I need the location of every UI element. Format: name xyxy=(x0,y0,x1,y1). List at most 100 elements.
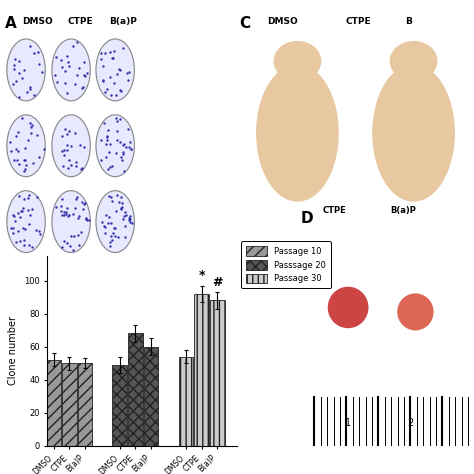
Point xyxy=(67,243,74,250)
Point xyxy=(83,217,91,224)
Point xyxy=(121,209,128,216)
Point xyxy=(27,129,35,137)
Point xyxy=(19,225,27,232)
Point xyxy=(61,79,68,87)
Point xyxy=(26,85,34,93)
Point xyxy=(61,67,69,75)
Polygon shape xyxy=(7,39,45,101)
Point xyxy=(28,243,36,251)
Polygon shape xyxy=(96,39,135,101)
Point xyxy=(124,77,132,84)
Point xyxy=(34,48,42,56)
Point xyxy=(100,119,108,127)
Point xyxy=(14,147,22,155)
Point xyxy=(101,229,109,237)
Point xyxy=(24,194,31,202)
Point xyxy=(114,234,121,241)
Point xyxy=(60,237,68,245)
Point xyxy=(23,88,31,96)
Point xyxy=(103,136,110,143)
Point xyxy=(26,83,33,91)
Text: D: D xyxy=(301,210,314,226)
Point xyxy=(32,226,40,234)
Point xyxy=(80,58,88,66)
Point xyxy=(76,141,84,148)
Point xyxy=(98,219,106,226)
Point xyxy=(9,225,17,232)
Point xyxy=(117,66,124,74)
Point xyxy=(128,219,136,227)
Point xyxy=(76,64,83,72)
Point xyxy=(21,225,28,233)
Point xyxy=(108,219,115,227)
Point xyxy=(64,146,71,154)
Point xyxy=(58,243,66,250)
Point xyxy=(117,138,124,146)
Point xyxy=(69,210,77,218)
Y-axis label: Clone number: Clone number xyxy=(9,316,18,385)
Point xyxy=(126,218,134,226)
Point xyxy=(52,71,59,79)
Text: 2: 2 xyxy=(407,418,413,428)
Bar xyxy=(210,301,225,446)
Point xyxy=(85,216,92,224)
Point xyxy=(20,167,28,174)
Point xyxy=(102,140,110,148)
Point xyxy=(68,161,75,169)
Point xyxy=(109,54,117,62)
Point xyxy=(108,54,116,62)
Point xyxy=(106,242,113,250)
Point xyxy=(125,143,133,151)
Point xyxy=(36,230,44,237)
Text: B(a)P: B(a)P xyxy=(109,17,137,26)
Point xyxy=(16,237,24,245)
Text: CTPE: CTPE xyxy=(345,17,371,26)
Point xyxy=(60,151,67,158)
Point xyxy=(17,208,25,215)
Point xyxy=(21,145,29,152)
Point xyxy=(71,80,79,87)
Point xyxy=(59,162,66,170)
Point xyxy=(80,83,87,91)
Point xyxy=(36,60,43,67)
Point xyxy=(103,133,111,140)
Point xyxy=(66,156,73,164)
Point xyxy=(12,145,20,153)
Point xyxy=(24,207,32,214)
Point xyxy=(6,139,14,146)
Text: CTPE: CTPE xyxy=(68,17,93,26)
Point xyxy=(64,59,72,66)
Point xyxy=(71,204,79,212)
Point xyxy=(72,195,80,202)
Point xyxy=(80,200,88,208)
Point xyxy=(30,159,37,166)
Point xyxy=(75,212,82,220)
Point xyxy=(124,126,132,133)
Point xyxy=(127,138,134,146)
Point xyxy=(15,209,22,217)
Point xyxy=(64,164,72,172)
Point xyxy=(101,223,109,231)
Point xyxy=(61,125,69,133)
Point xyxy=(78,164,86,172)
Polygon shape xyxy=(52,191,90,253)
Point xyxy=(112,232,119,240)
Point xyxy=(115,65,123,73)
Point xyxy=(77,228,84,236)
Point xyxy=(118,156,126,164)
Polygon shape xyxy=(52,115,90,177)
Point xyxy=(105,192,113,200)
Point xyxy=(103,85,110,93)
Point xyxy=(117,204,124,212)
Point xyxy=(7,224,15,232)
Point xyxy=(67,142,75,150)
Point xyxy=(30,91,37,99)
Point xyxy=(117,154,125,161)
Point xyxy=(18,74,26,82)
Point xyxy=(82,72,89,80)
Point xyxy=(15,192,23,200)
Point xyxy=(11,55,18,63)
Point xyxy=(82,215,90,223)
Point xyxy=(65,127,73,135)
Point xyxy=(126,216,134,223)
